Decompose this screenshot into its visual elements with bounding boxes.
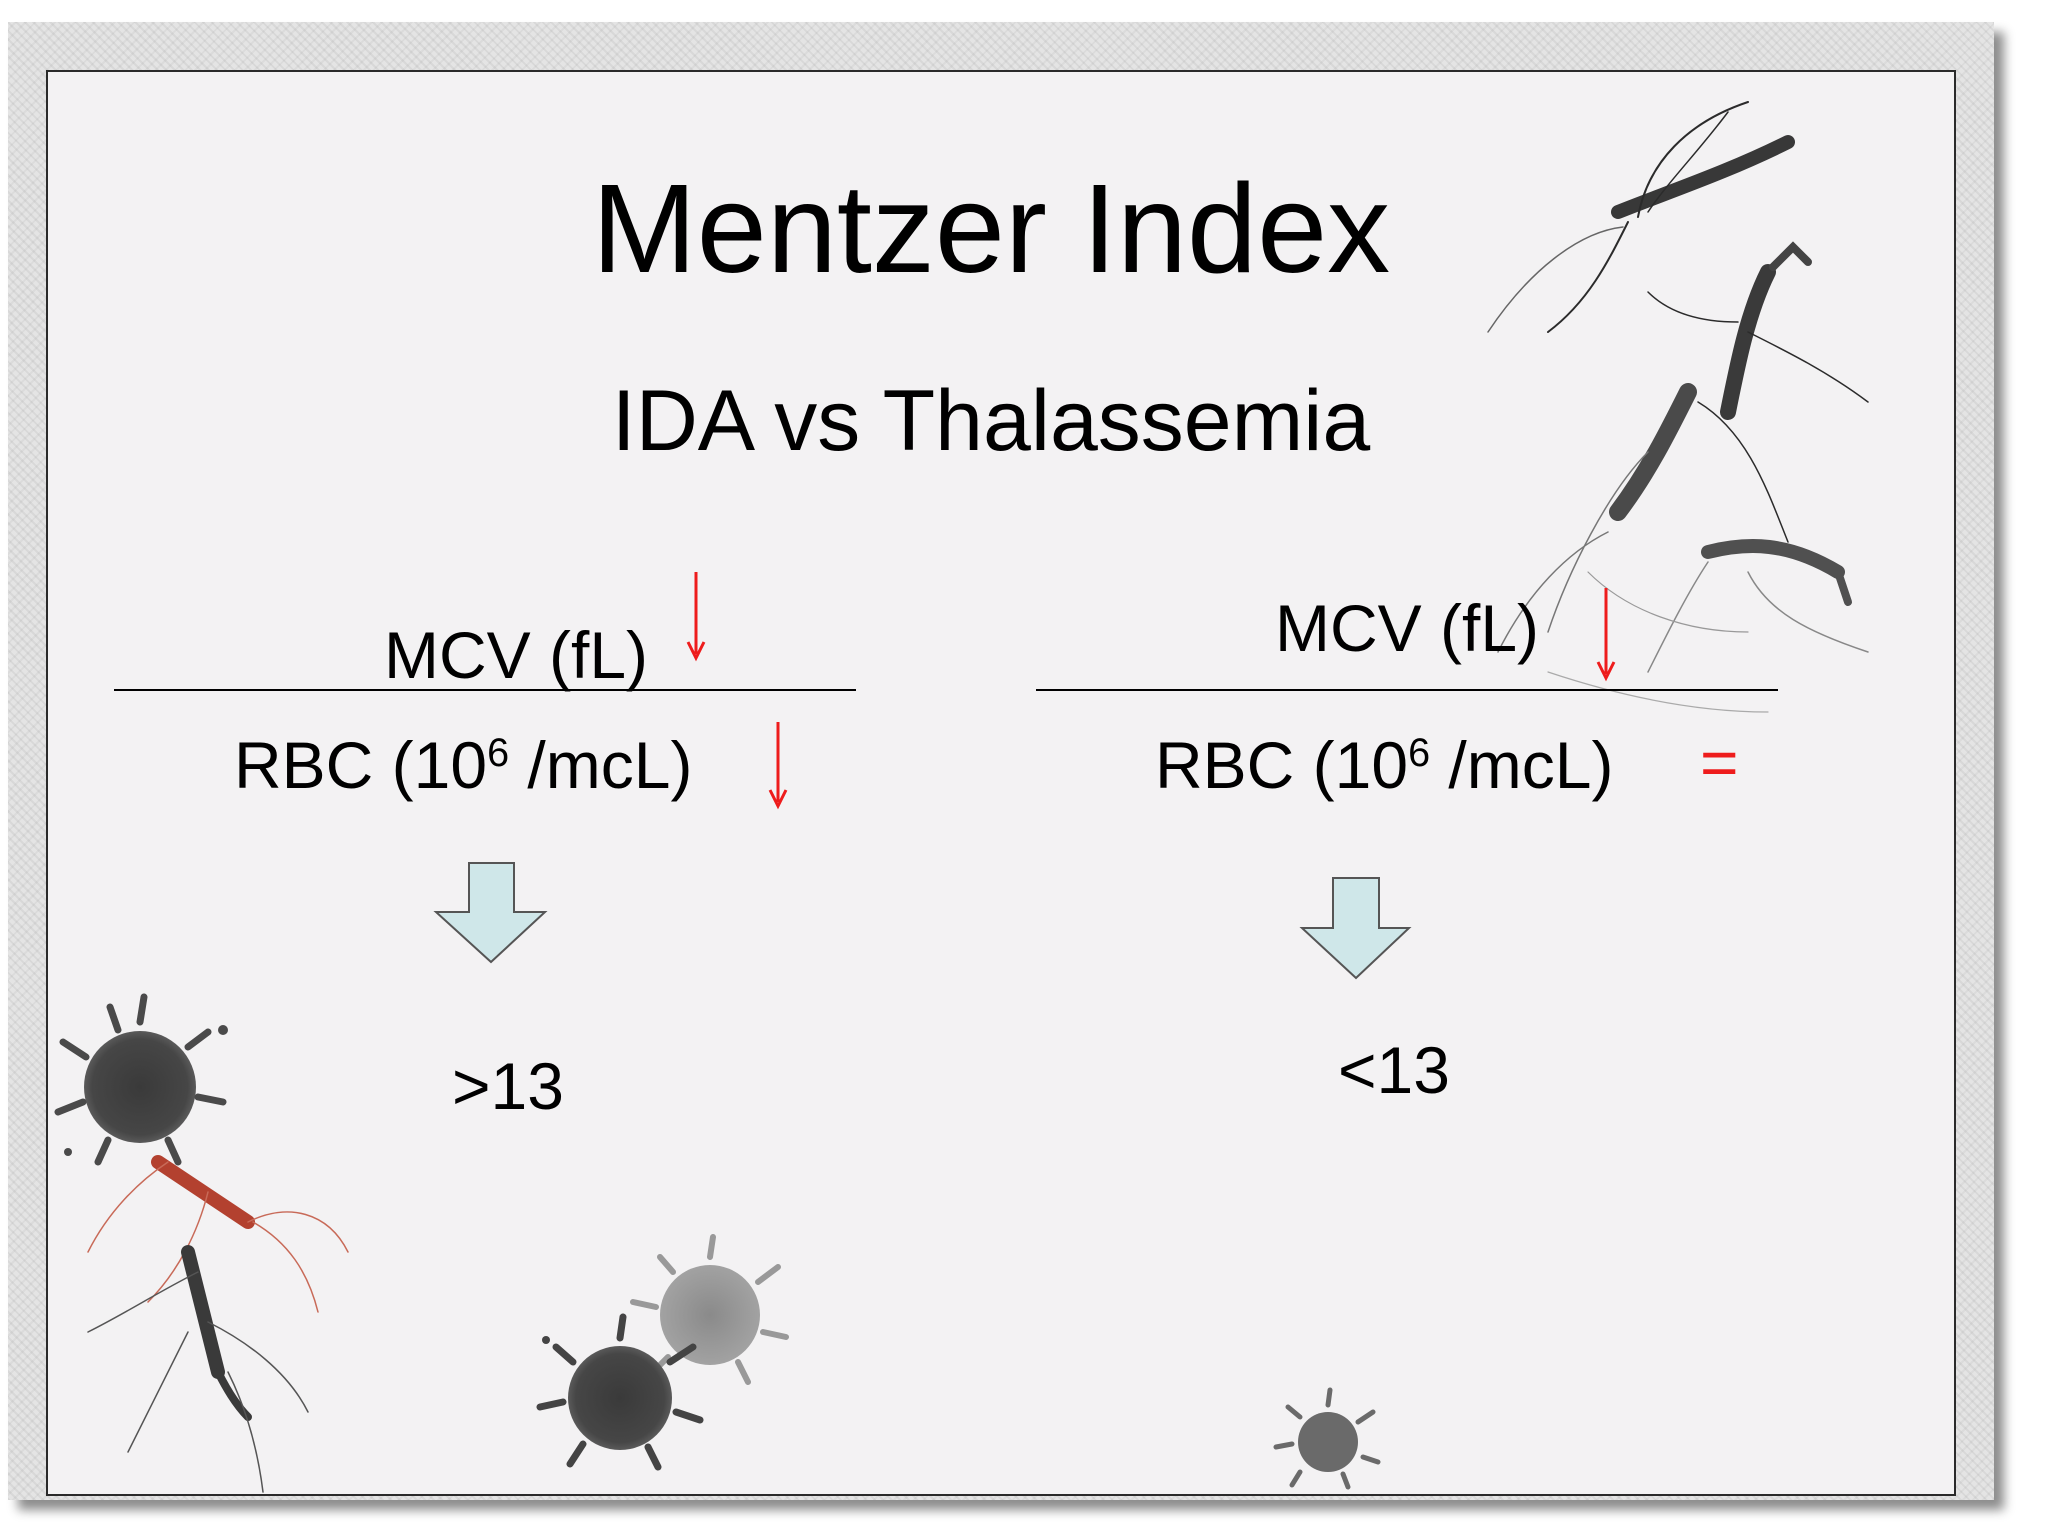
decreased-arrow-icon [768, 722, 788, 810]
down-block-arrow-icon [1299, 877, 1412, 980]
ink-splatter-bottom-left-icon [54, 993, 228, 1166]
shrimp-bottom-left-icon [87, 1155, 349, 1493]
ink-splatter-middle-icon [536, 1234, 789, 1471]
left-result: >13 [452, 1049, 564, 1123]
ink-splatter-bottom-center-icon [1273, 1387, 1381, 1490]
page-subtitle: IDA vs Thalassemia [611, 373, 1371, 469]
slide: Mentzer Index IDA vs Thalassemia MCV (fL… [46, 70, 1956, 1496]
down-block-arrow-icon [433, 862, 548, 964]
left-fraction-line [114, 689, 856, 691]
left-numerator: MCV (fL) [384, 618, 648, 692]
page-title: Mentzer Index [591, 158, 1391, 299]
decreased-arrow-icon [1596, 588, 1616, 682]
right-denominator: RBC (106 /mcL) [1155, 728, 1614, 802]
shrimp-top-right-icon [1487, 101, 1869, 713]
right-result: <13 [1338, 1033, 1450, 1107]
decreased-arrow-icon [686, 572, 706, 662]
left-denominator: RBC (106 /mcL) [234, 728, 693, 802]
right-fraction-line [1036, 689, 1778, 691]
equal-indicator: = [1700, 725, 1739, 799]
right-numerator: MCV (fL) [1275, 591, 1539, 665]
paper-frame: Mentzer Index IDA vs Thalassemia MCV (fL… [8, 22, 1994, 1500]
ink-decoration [54, 101, 1869, 1493]
